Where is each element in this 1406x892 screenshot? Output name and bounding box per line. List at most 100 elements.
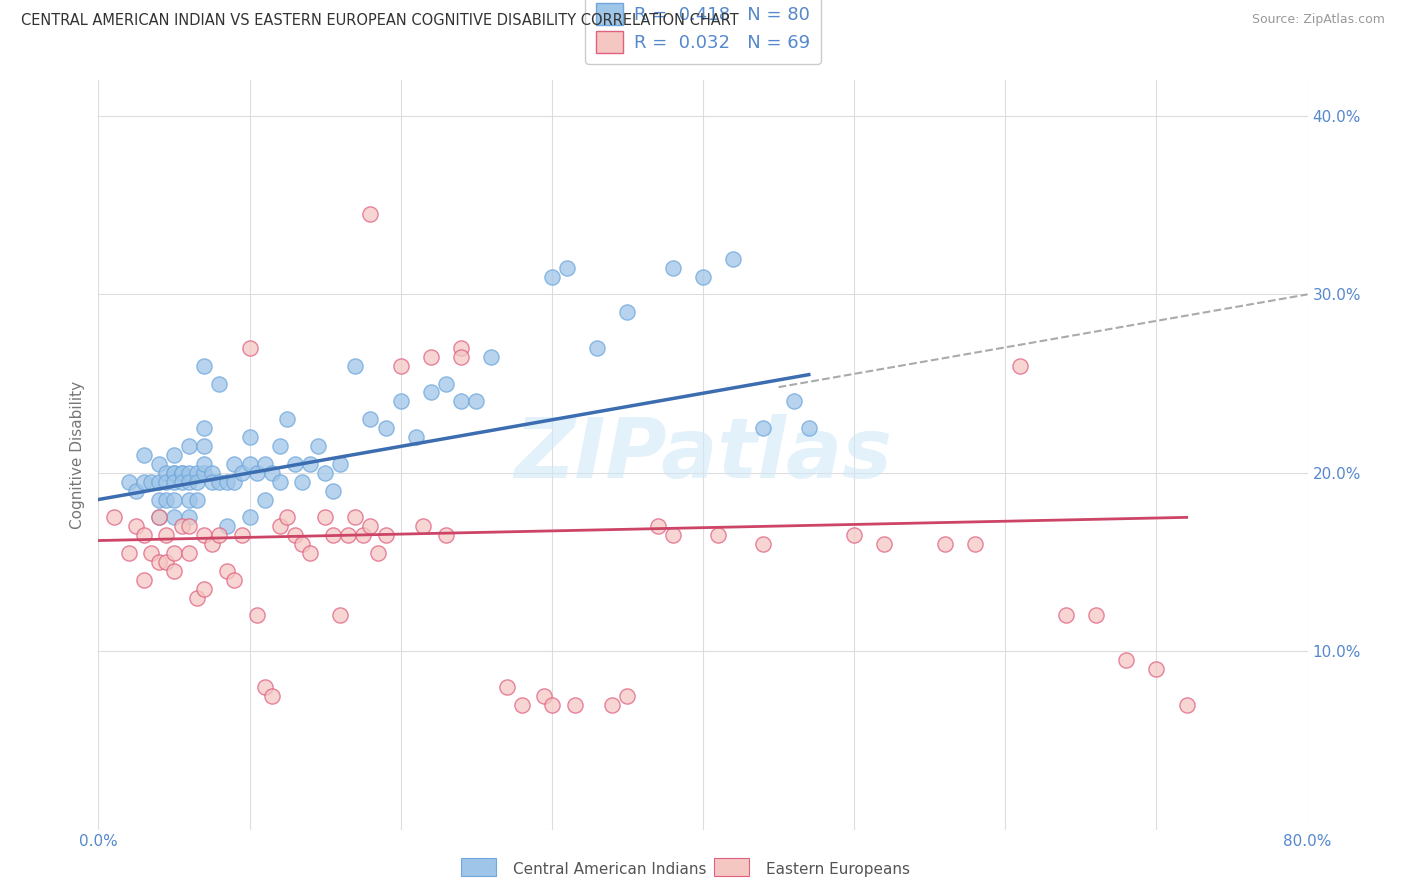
Point [170, 466, 193, 480]
Point [510, 698, 533, 712]
Text: Source: ZipAtlas.com: Source: ZipAtlas.com [1251, 13, 1385, 27]
Point [253, 457, 276, 471]
Point [239, 457, 262, 471]
Point [193, 421, 215, 435]
Point [844, 528, 866, 542]
Point [434, 528, 457, 542]
Point [148, 457, 170, 471]
Point [647, 519, 669, 533]
Point [155, 475, 177, 489]
Point [239, 341, 262, 355]
Point [148, 492, 170, 507]
Point [374, 528, 396, 542]
Point [163, 466, 186, 480]
Point [224, 475, 246, 489]
Point [1144, 662, 1167, 676]
Point [179, 475, 201, 489]
Point [322, 528, 344, 542]
Point [208, 376, 231, 391]
Point [132, 528, 155, 542]
Point [118, 546, 141, 560]
Point [965, 537, 987, 551]
Point [344, 510, 367, 524]
Point [148, 510, 170, 524]
Point [186, 475, 208, 489]
Point [141, 546, 163, 560]
Point [186, 492, 208, 507]
Point [336, 528, 359, 542]
Point [450, 350, 472, 364]
Point [692, 269, 714, 284]
Point [179, 546, 201, 560]
Point [434, 376, 457, 391]
Point [208, 528, 231, 542]
Point [193, 582, 215, 596]
Point [148, 555, 170, 569]
Point [201, 475, 224, 489]
Point [367, 546, 389, 560]
Point [103, 510, 125, 524]
Point [269, 439, 291, 453]
Point [179, 519, 201, 533]
Point [179, 492, 201, 507]
Point [179, 510, 201, 524]
Text: Central American Indians: Central American Indians [513, 863, 707, 877]
Point [163, 492, 186, 507]
Point [148, 510, 170, 524]
Point [170, 519, 193, 533]
Point [1175, 698, 1198, 712]
Point [616, 689, 638, 703]
Point [450, 394, 472, 409]
Point [420, 350, 443, 364]
Legend: R =  0.418   N = 80, R =  0.032   N = 69: R = 0.418 N = 80, R = 0.032 N = 69 [585, 0, 821, 64]
Point [1010, 359, 1032, 373]
Point [1085, 608, 1108, 623]
Point [215, 519, 238, 533]
Point [231, 528, 253, 542]
Text: Eastern Europeans: Eastern Europeans [766, 863, 910, 877]
Point [360, 207, 382, 221]
Text: ZIPatlas: ZIPatlas [515, 415, 891, 495]
Point [299, 546, 322, 560]
Point [533, 689, 555, 703]
Point [193, 457, 215, 471]
Point [352, 528, 374, 542]
Point [1115, 653, 1137, 667]
Point [481, 350, 503, 364]
Point [208, 475, 231, 489]
Point [186, 591, 208, 605]
Point [276, 412, 298, 426]
Point [253, 492, 276, 507]
Point [752, 421, 775, 435]
Point [170, 475, 193, 489]
Point [125, 519, 148, 533]
Point [193, 359, 215, 373]
Point [163, 466, 186, 480]
Point [179, 466, 201, 480]
Point [253, 680, 276, 694]
Y-axis label: Cognitive Disability: Cognitive Disability [70, 381, 86, 529]
Point [540, 698, 562, 712]
Point [291, 475, 314, 489]
Point [262, 466, 284, 480]
Point [797, 421, 820, 435]
Point [389, 394, 412, 409]
Point [148, 475, 170, 489]
Point [201, 537, 224, 551]
Point [450, 341, 472, 355]
Point [224, 573, 246, 587]
Point [186, 466, 208, 480]
Point [752, 537, 775, 551]
Point [269, 519, 291, 533]
Point [239, 430, 262, 444]
Point [262, 689, 284, 703]
Point [329, 457, 352, 471]
Point [616, 305, 638, 319]
Point [602, 698, 624, 712]
Point [284, 528, 307, 542]
Point [707, 528, 730, 542]
Point [163, 475, 186, 489]
Point [155, 466, 177, 480]
Point [246, 608, 269, 623]
Point [661, 528, 683, 542]
